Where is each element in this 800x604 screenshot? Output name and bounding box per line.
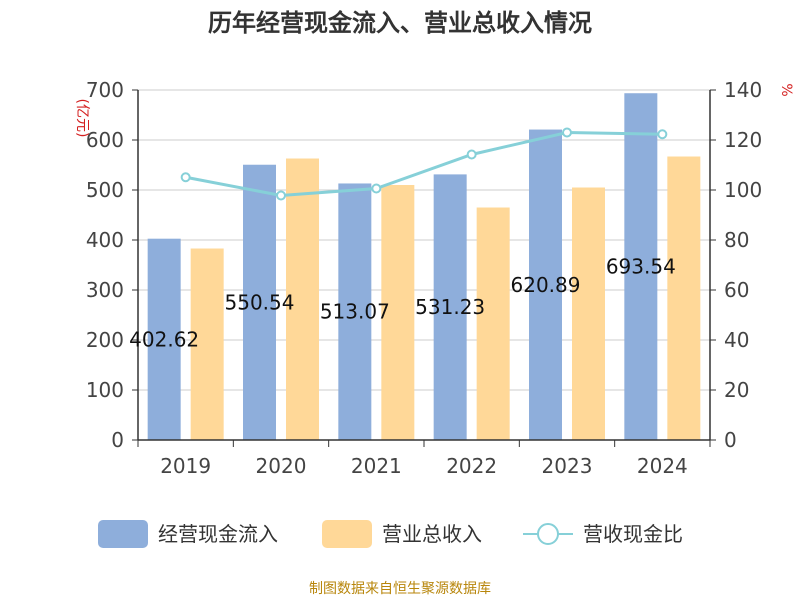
bar-cash-inflow — [243, 164, 276, 441]
right-axis-tick-label: 140 — [724, 78, 762, 102]
grid-lines — [138, 89, 710, 391]
ratio-point — [180, 172, 191, 183]
x-axis-tick-label: 2022 — [446, 454, 497, 478]
left-axis-tick-label: 300 — [86, 278, 124, 302]
left-axis-tick-label: 200 — [86, 328, 124, 352]
right-axis-tick-label: 0 — [724, 428, 737, 452]
x-axis-tick-label: 2023 — [542, 454, 593, 478]
bar-cash-inflow — [433, 174, 467, 440]
bar-revenue — [667, 156, 701, 440]
bar-cash-inflow — [338, 183, 372, 440]
left-axis-tick-label: 700 — [86, 78, 124, 102]
ratio-point — [466, 149, 477, 160]
bar-series — [147, 93, 701, 441]
x-axis-tick-label: 2024 — [637, 454, 688, 478]
bar-revenue — [476, 207, 510, 440]
right-axis-tick-label: 40 — [724, 328, 749, 352]
left-axis-tick-label: 100 — [86, 378, 124, 402]
bar-cash-inflow — [147, 238, 181, 440]
data-label: 513.07 — [320, 300, 390, 324]
left-axis-tick-label: 400 — [86, 228, 124, 252]
left-axis-unit: (亿元) — [74, 99, 90, 138]
data-label: 693.54 — [606, 255, 676, 279]
chart-title: 历年经营现金流入、营业总收入情况 — [208, 9, 592, 37]
data-label: 550.54 — [225, 290, 295, 314]
ratio-point — [276, 190, 286, 201]
data-label: 402.62 — [129, 327, 199, 351]
legend-label: 营收现金比 — [583, 522, 683, 546]
line-series — [180, 127, 668, 201]
bar-revenue — [286, 158, 319, 440]
legend-label: 营业总收入 — [382, 522, 482, 546]
ratio-point — [657, 129, 668, 140]
right-axis-tick-label: 20 — [724, 378, 749, 402]
data-label: 531.23 — [415, 295, 485, 319]
source-note: 制图数据来自恒生聚源数据库 — [309, 581, 491, 597]
legend: 经营现金流入 营业总收入 营收现金比 — [98, 520, 683, 548]
bar-revenue — [572, 187, 605, 440]
ratio-line — [185, 130, 663, 198]
bar-cash-inflow — [529, 129, 562, 440]
left-axis-tick-label: 600 — [86, 128, 124, 152]
x-axis-tick-label: 2020 — [256, 454, 307, 478]
right-axis-tick-label: 80 — [724, 228, 749, 252]
left-axis-tick-label: 500 — [86, 178, 124, 202]
legend-swatch — [98, 520, 148, 548]
x-axis-tick-label: 2019 — [160, 454, 211, 478]
data-labels: 402.62 550.54 513.07 531.23 620.89 693.54 — [129, 255, 676, 352]
x-axis-tick-label: 2021 — [351, 454, 402, 478]
legend-label: 经营现金流入 — [158, 522, 278, 546]
right-axis-tick-label: 60 — [724, 278, 749, 302]
ratio-point — [371, 183, 382, 194]
legend-swatch — [322, 520, 372, 548]
data-label: 620.89 — [511, 273, 581, 297]
legend-marker — [537, 523, 559, 545]
bar-revenue — [381, 185, 415, 440]
axes: 0 100 200 300 400 500 600 700 0 20 40 60 80 100 120 140… — [86, 78, 762, 478]
right-axis-tick-label: 120 — [724, 128, 762, 152]
ratio-point — [562, 127, 572, 138]
bar-revenue — [190, 248, 224, 440]
right-axis-unit: % — [778, 83, 794, 96]
left-axis-tick-label: 0 — [111, 428, 124, 452]
right-axis-tick-label: 100 — [724, 178, 762, 202]
bar-cash-inflow — [624, 93, 658, 440]
